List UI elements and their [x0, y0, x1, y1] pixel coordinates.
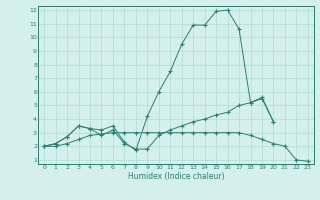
X-axis label: Humidex (Indice chaleur): Humidex (Indice chaleur): [128, 172, 224, 181]
